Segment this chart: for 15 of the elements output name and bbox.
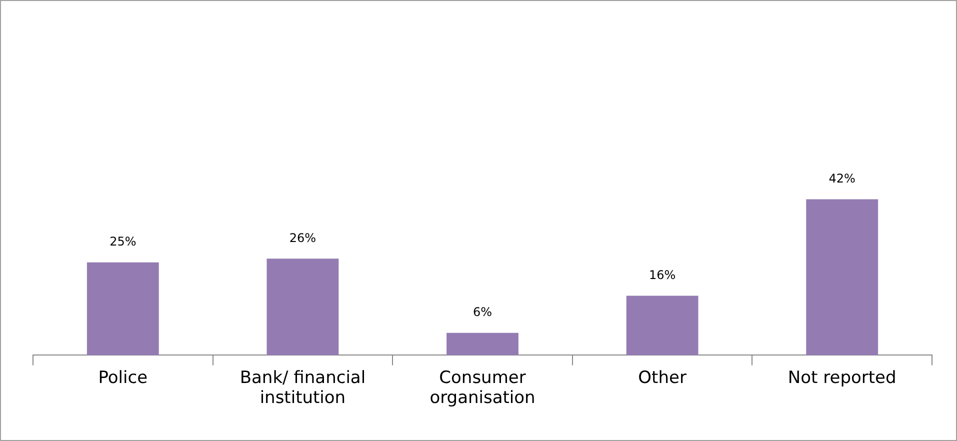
data-label: 6% [472,305,492,320]
bar [446,332,518,356]
data-label: 25% [110,234,136,248]
x-tick-label: Not reported [788,368,896,388]
x-tick-label: Consumer organisation [430,368,536,408]
data-label: 16% [648,268,676,282]
bar [86,262,159,356]
x-tick-label: Other [638,368,686,388]
bar [626,296,698,356]
data-label: 42% [828,171,856,186]
bar [266,258,339,356]
data-label: 26% [289,230,316,245]
bar [806,199,878,356]
x-tick-label: Bank/ financial institution [240,368,366,408]
x-tick-label: Police [98,368,148,388]
